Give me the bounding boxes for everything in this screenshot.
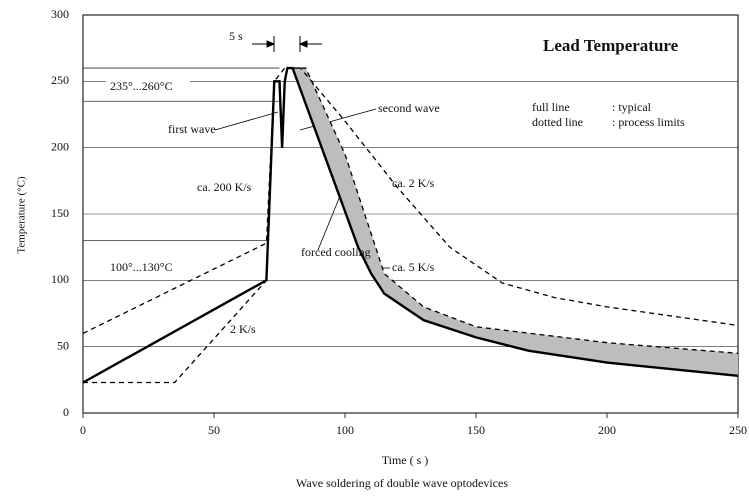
annotation: second wave — [378, 101, 440, 115]
x-tick-label: 200 — [598, 423, 616, 437]
annotation: 235°...260°C — [110, 79, 173, 93]
leader-lines — [214, 108, 390, 269]
series-line — [82, 67, 739, 334]
x-tick-label: 100 — [336, 423, 354, 437]
annotation: first wave — [168, 122, 216, 136]
label-background — [106, 260, 190, 276]
label-background — [106, 79, 190, 95]
legend-label: : process limits — [612, 115, 685, 129]
y-tick-label: 200 — [51, 139, 69, 153]
y-tick-label: 100 — [51, 272, 69, 286]
series-line — [292, 67, 739, 354]
legend-label: full line — [532, 100, 570, 114]
y-tick-label: 300 — [51, 7, 69, 21]
x-tick-label: 0 — [80, 423, 86, 437]
x-tick-label: 50 — [208, 423, 220, 437]
annotation: ca. 5 K/s — [392, 260, 435, 274]
legend-label: : typical — [612, 100, 652, 114]
shaded-band — [292, 68, 738, 376]
interval-arrows — [252, 36, 322, 52]
annotation: 5 s — [229, 29, 243, 43]
annotation: ca. 200 K/s — [197, 180, 252, 194]
legend-label: dotted line — [532, 115, 583, 129]
annotation: 2 K/s — [230, 322, 256, 336]
caption: Wave soldering of double wave optodevice… — [296, 476, 508, 490]
y-tick-label: 50 — [57, 338, 69, 352]
annotation: 100°...130°C — [110, 260, 173, 274]
x-tick-label: 150 — [467, 423, 485, 437]
x-tick-label: 250 — [729, 423, 747, 437]
annotation: forced cooling — [301, 245, 371, 259]
chart-title: Lead Temperature — [543, 36, 679, 55]
y-tick-label: 0 — [63, 405, 69, 419]
y-tick-label: 250 — [51, 73, 69, 87]
y-tick-label: 150 — [51, 206, 69, 220]
series-line — [83, 279, 267, 384]
x-axis-label: Time ( s ) — [382, 453, 429, 467]
series-line — [82, 66, 739, 384]
annotation: ca. 2 K/s — [392, 176, 435, 190]
y-axis-label: Temperature (°C) — [16, 176, 28, 254]
